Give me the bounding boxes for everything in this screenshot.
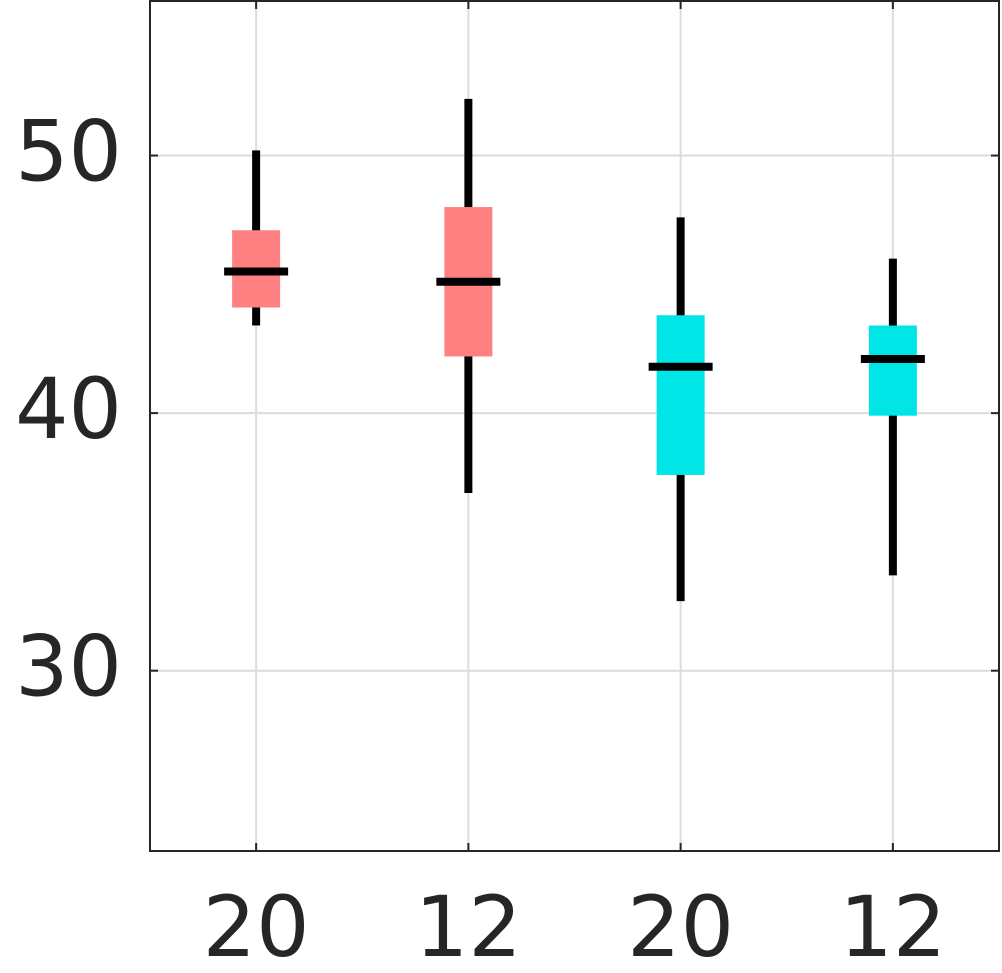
y-tick-label: 30 [15,618,122,716]
x-tick-label: 20 [627,878,734,973]
box [656,315,705,475]
box [868,325,917,416]
y-tick-label: 50 [15,102,122,200]
axes-frame [149,0,1000,852]
x-tick-label: 12 [839,878,946,973]
x-tick-label: 12 [415,878,522,973]
y-tick-label: 40 [15,360,122,458]
x-tick-label: 20 [203,878,310,973]
